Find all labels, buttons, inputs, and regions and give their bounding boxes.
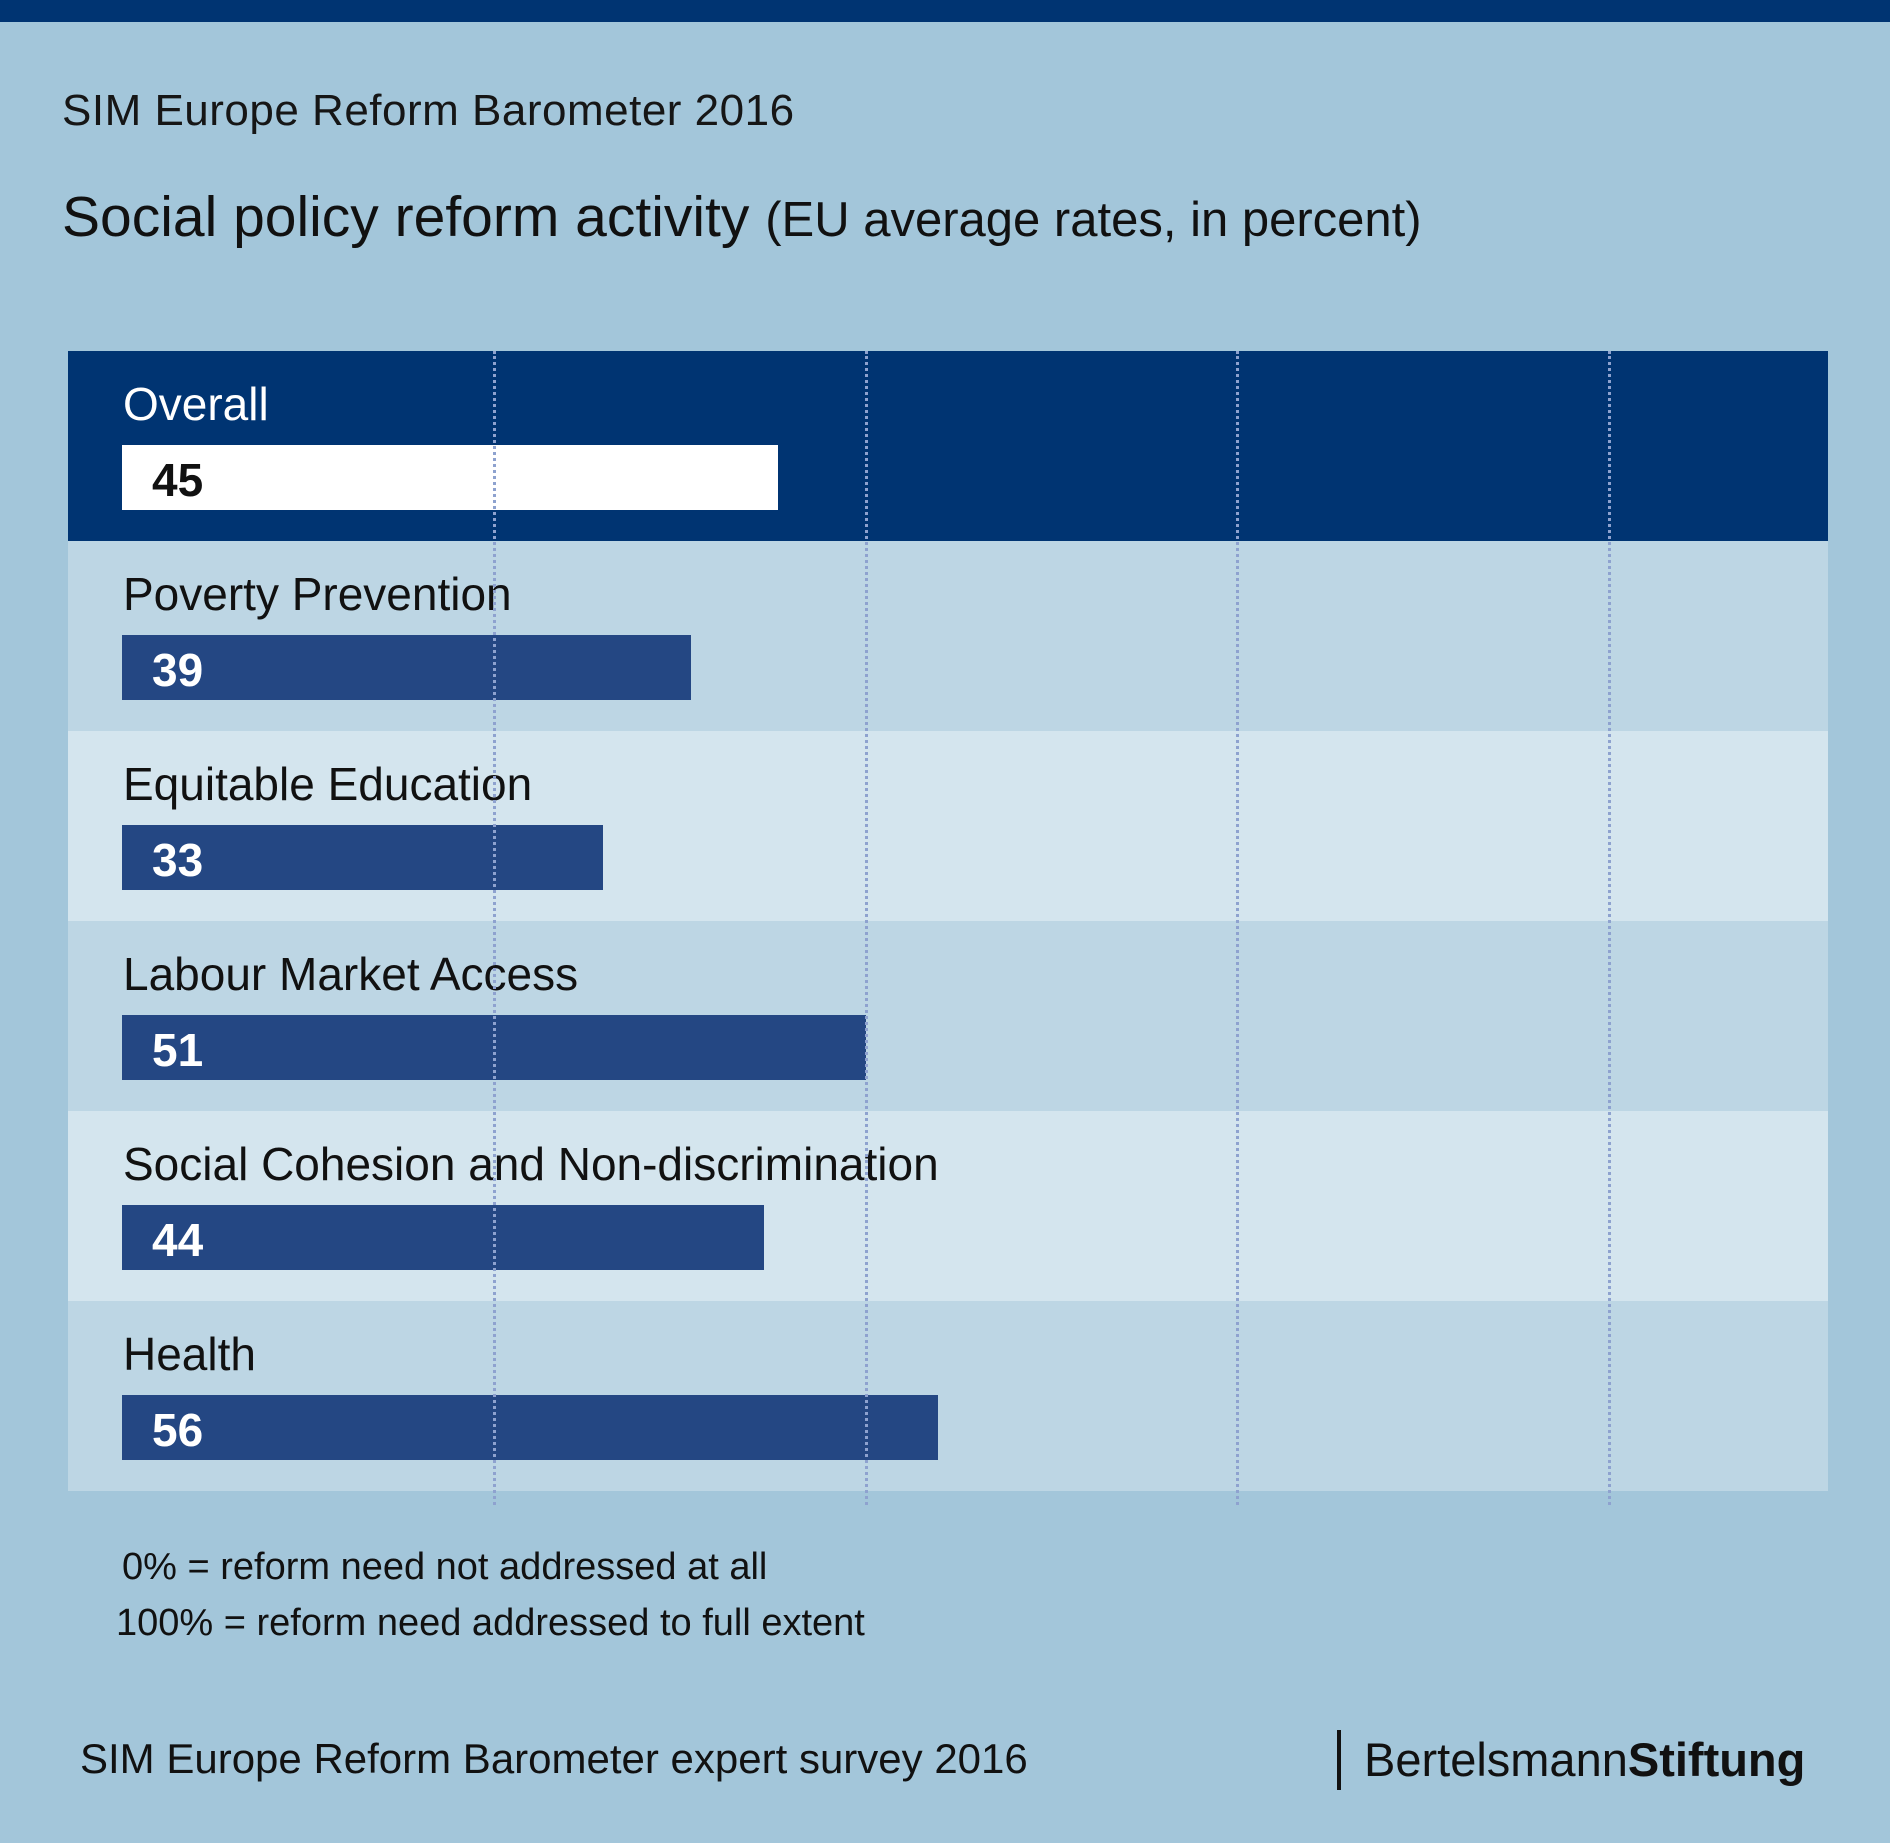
bar: 45 [122,445,779,510]
bar: 33 [122,825,604,890]
category-label: Health [123,1328,256,1380]
bar: 44 [122,1205,764,1270]
chart-title: Social policy reform activity (EU averag… [62,184,1422,250]
bar-value-label: 33 [152,834,204,886]
bar: 56 [122,1395,939,1460]
category-label: Poverty Prevention [123,568,512,620]
chart-row: Social Cohesion and Non-discrimination 44 [68,1111,1828,1301]
chart-row: Labour Market Access 51 [68,921,1828,1111]
bar-value-label: 45 [152,454,204,506]
chart-supertitle: SIM Europe Reform Barometer 2016 [62,86,795,135]
chart-row: Overall 45 [68,351,1828,541]
source-text: SIM Europe Reform Barometer expert surve… [80,1735,1028,1782]
bar-value-label: 44 [152,1214,204,1266]
category-label: Labour Market Access [123,948,579,1000]
brand-logo: BertelsmannStiftung [1364,1732,1805,1787]
category-label: Social Cohesion and Non-discrimination [123,1138,939,1190]
brand-divider [1337,1730,1341,1790]
category-label: Overall [123,378,269,430]
bar: 39 [122,635,691,700]
bar-value-label: 51 [152,1024,204,1076]
chart-subtitle: (EU average rates, in percent) [765,193,1422,247]
category-label: Equitable Education [123,758,533,810]
brand-name-light: Bertelsmann [1364,1733,1628,1786]
brand-name-bold: Stiftung [1627,1733,1806,1786]
bar-value-label: 39 [152,644,204,696]
scale-note-hundred: 100% = reform need addressed to full ext… [116,1602,865,1644]
scale-note-zero: 0% = reform need not addressed at all [122,1546,768,1588]
chart-row: Health 56 [68,1301,1828,1491]
chart-row: Equitable Education 33 [68,731,1828,921]
chart-row: Poverty Prevention 39 [68,541,1828,731]
bar-value-label: 56 [152,1404,204,1456]
chart-title-main: Social policy reform activity [62,185,750,249]
bar: 51 [122,1015,866,1080]
top-accent-bar [0,0,1890,22]
chart-panel: Overall 45 Poverty Prevention 39 Equitable E… [68,351,1828,1505]
